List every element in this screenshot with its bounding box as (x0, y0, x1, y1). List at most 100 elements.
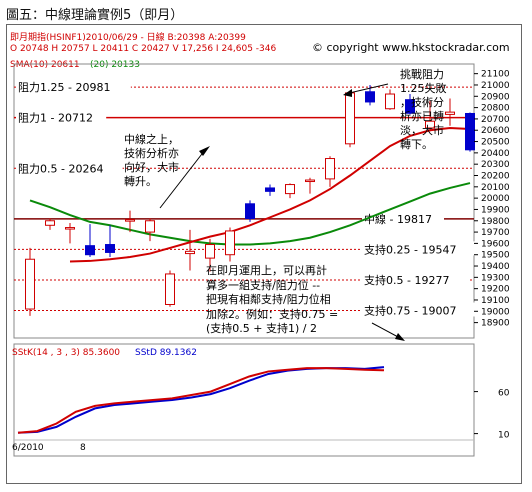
y-tick-label: 20200 (481, 172, 510, 182)
level-label-bg (16, 109, 107, 124)
level-label-bg (362, 210, 444, 225)
candle-body (325, 158, 335, 180)
y-tick-label: 20900 (481, 92, 510, 102)
candle-body (345, 92, 355, 145)
candle-body (105, 244, 115, 253)
y-tick-label: 20500 (481, 138, 510, 148)
price-panel-border (13, 63, 475, 339)
chart-frame (6, 24, 522, 484)
arrow-head-top-right (343, 89, 352, 97)
sma10-line (69, 126, 471, 263)
annotation-middle-line: 向好，大市 (124, 161, 179, 174)
copyright-icon: © (312, 41, 323, 54)
y-tick-label: 20300 (481, 160, 510, 170)
annotation-top-right-line: 1.25失敗 (400, 82, 447, 95)
annotation-bottom-line: 在即月運用上，可以再計 (206, 264, 327, 277)
candle-body (145, 220, 155, 233)
arrow-head-middle (199, 146, 210, 156)
annotation-middle: 中線之上， 技術分析亦 向好，大市 轉升。 (124, 133, 179, 189)
y-tick-label: 19500 (481, 251, 510, 261)
candle-body (25, 258, 35, 310)
y-tick-label: 21000 (481, 81, 510, 91)
annotation-top-right-line: 挑戰阻力 (400, 68, 444, 81)
y-tick-label: 19600 (481, 239, 510, 249)
level-label: 阻力1 - 20712 (18, 112, 93, 125)
candle-body (405, 99, 415, 114)
candle-body (165, 273, 175, 305)
candle-body (205, 244, 215, 259)
annotation-bottom-line: 把現有相鄰支持/阻力位相 (206, 293, 331, 306)
stochastic-panel: 60 10 (17, 366, 510, 441)
candle-body (285, 184, 295, 195)
annotation-middle-line: 中線之上， (124, 133, 179, 146)
y-tick-label: 19200 (481, 285, 510, 295)
annotation-top-right: 挑戰阻力 1.25失敗 ，技術分 析亦已轉 淡，大市 轉下。 (400, 68, 447, 152)
candle-body (425, 120, 435, 129)
y-tick-label: 19000 (481, 307, 510, 317)
candle-body (245, 203, 255, 220)
y-tick-label: 18900 (481, 319, 510, 329)
candle-layer (25, 84, 475, 316)
y-tick-label: 20000 (481, 194, 510, 204)
stoch-d-line (17, 366, 385, 434)
arrow-bottom (371, 322, 401, 339)
x-label-start: 6/2010 (12, 443, 44, 453)
level-label-bg (362, 302, 477, 317)
stoch-tick-label: 60 (498, 389, 510, 399)
y-tick-label: 20400 (481, 149, 510, 159)
stoch-tick-label: 10 (498, 431, 510, 441)
candle-body (265, 187, 275, 192)
page-title: 圖五：中線理論實例5（即月） (6, 8, 184, 23)
level-label-bg (16, 160, 123, 175)
level-label-bg (362, 271, 469, 286)
arrow-middle (159, 149, 206, 209)
stoch-k-line (17, 367, 385, 434)
stoch-panel-border (13, 343, 475, 457)
annotation-top-right-line: ，技術分 (400, 96, 444, 109)
y-tick-label: 21100 (481, 70, 510, 80)
copyright-label: copyright www.hkstockradar.com (326, 41, 510, 54)
candle-body (385, 93, 395, 110)
annotation-top-right-line: 轉下。 (400, 138, 433, 151)
sma20-label: (20) 20133 (90, 60, 140, 70)
annotation-middle-line: 轉升。 (124, 175, 157, 188)
annotation-middle-line: 技術分析亦 (124, 147, 179, 160)
y-tick-label: 20700 (481, 115, 510, 125)
level-layer: 阻力1.25 - 20981 阻力1 - 20712 阻力0.5 - 20264 中線… (14, 79, 477, 317)
level-label: 中線 - 19817 (364, 212, 432, 226)
candle-body (465, 112, 475, 151)
candle-body (65, 227, 75, 230)
stoch-d-label: SStD 89.1362 (135, 348, 197, 358)
copyright-text: © copyright www.hkstockradar.com (312, 41, 510, 54)
sma10-label: SMA(10) 20611 (10, 60, 80, 70)
annotation-top-right-line: 淡，大市 (400, 124, 444, 137)
y-tick-label: 19100 (481, 296, 510, 306)
annotation-layer (159, 83, 405, 341)
stoch-k-label: SStK(14 , 3 , 3) 85.3600 (12, 348, 121, 358)
annotation-bottom-line: (支持0.5 + 支持1) / 2 (206, 322, 317, 335)
candle-body (365, 91, 375, 103)
level-label: 支持0.75 - 19007 (364, 303, 456, 317)
quote-values: O 20748 H 20757 L 20411 C 20427 V 17,256… (10, 44, 277, 54)
level-label-bg (16, 79, 131, 94)
level-label: 阻力0.5 - 20264 (18, 162, 103, 175)
annotation-top-right-line: 析亦已轉 (400, 110, 444, 123)
candle-body (225, 230, 235, 256)
y-tick-label: 19800 (481, 217, 510, 227)
candle-body (305, 179, 315, 183)
sma20-line (29, 182, 471, 246)
y-tick-label: 19400 (481, 262, 510, 272)
level-label: 支持0.25 - 19547 (364, 242, 456, 256)
candle-body (185, 250, 195, 255)
y-tick-label: 19900 (481, 205, 510, 215)
y-tick-label: 20100 (481, 183, 510, 193)
arrow-head-bottom (395, 333, 405, 341)
level-label-bg (362, 241, 477, 256)
arrow-top-right (344, 83, 389, 95)
candle-body (445, 111, 455, 115)
annotation-bottom: 在即月運用上，可以再計 算多一組支持/阻力位 -- 把現有相鄰支持/阻力位相 加除2。… (206, 264, 338, 337)
quote-header: 即月期指(HSINF1)2010/06/29 - 日線 B:20398 A:20… (10, 33, 246, 43)
candle-body (45, 220, 55, 226)
